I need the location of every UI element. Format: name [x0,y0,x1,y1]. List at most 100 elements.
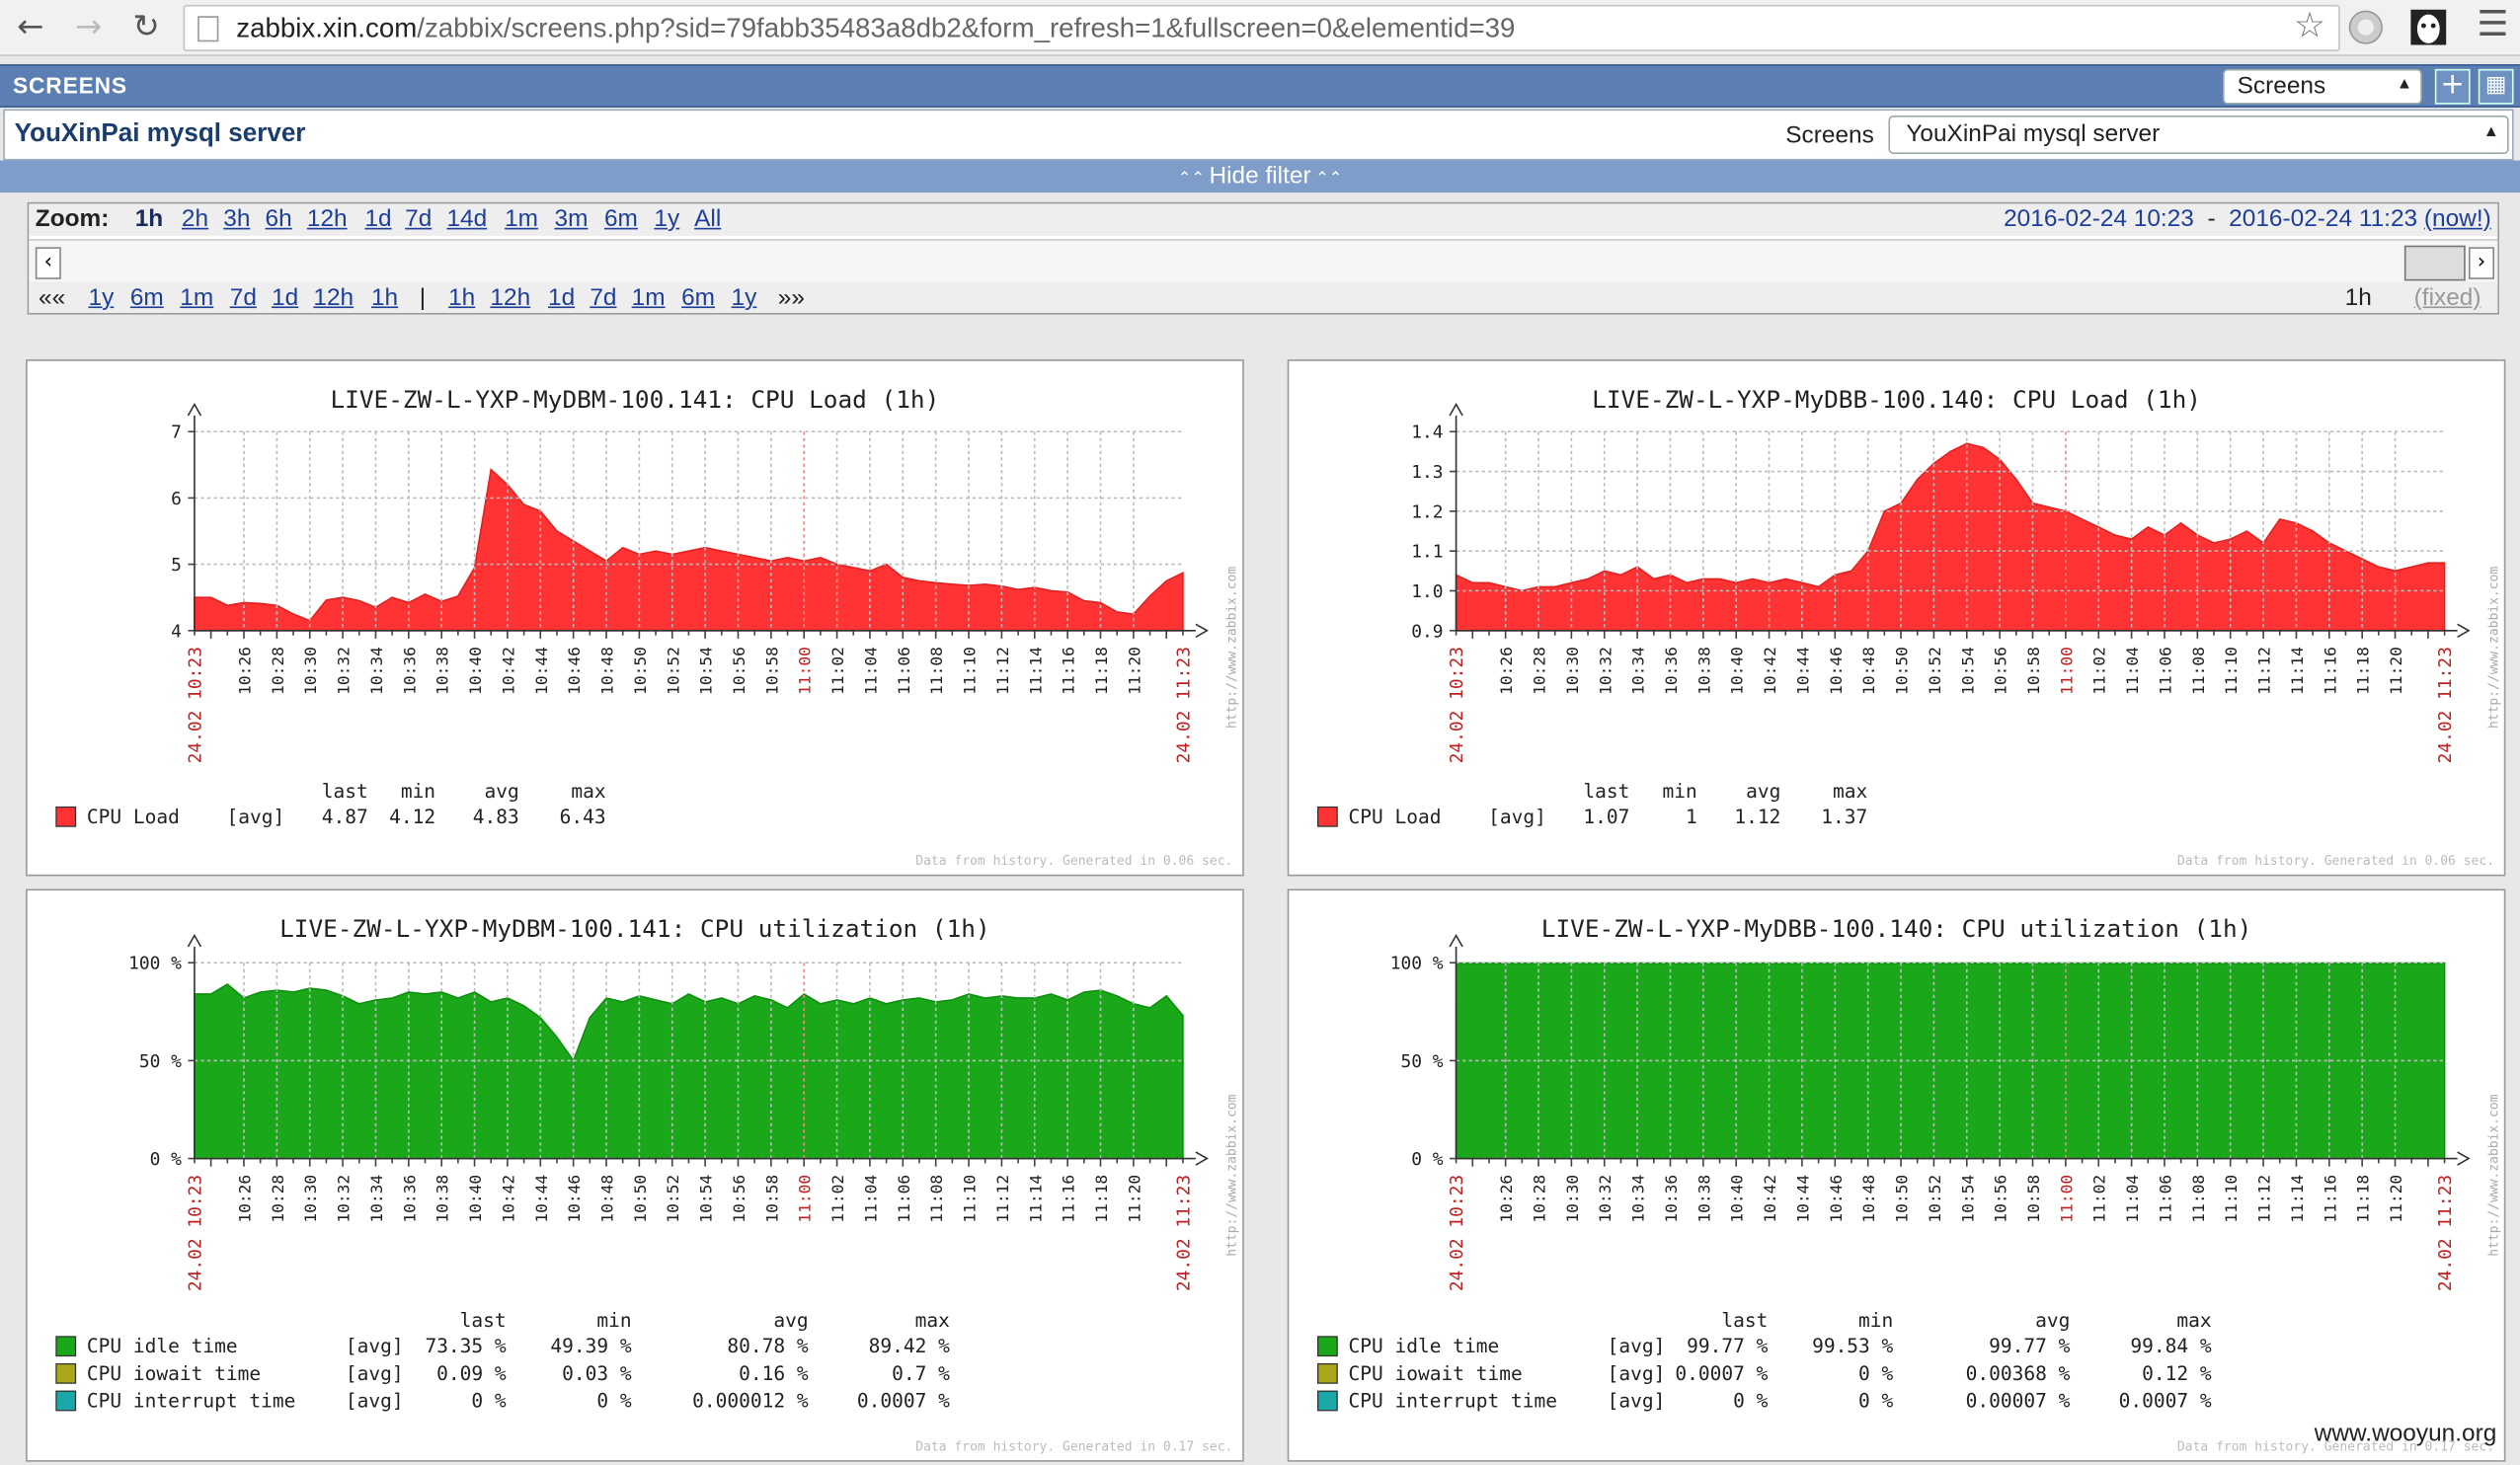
screens-select[interactable]: Screens ▲ [2222,68,2422,105]
period-row: «« 1y 6m 1m 7d 1d 12h 1h | 1h 12h 1d 7d … [29,282,2498,313]
forward-all-link[interactable]: »» [777,283,805,312]
side-credit: http://www.zabbix.com [1225,1094,1240,1256]
zoom-link[interactable]: 1h [134,205,164,233]
legend-value-max: 0.7 % [892,1362,950,1385]
back-link[interactable]: 1m [180,283,214,312]
legend-col-header: min [401,780,435,803]
x-axis-arrow [1195,623,1209,638]
x-tick-label: 11:20 [2387,647,2405,695]
menu-icon[interactable]: ☰ [2477,4,2509,45]
browser-toolbar: ← → ↻ zabbix.xin.com/zabbix/screens.php?… [0,0,2520,56]
zoom-link[interactable]: 2h [181,205,209,233]
period-separator: | [419,283,427,312]
x-tick-label: 10:46 [565,647,584,695]
page-title: SCREENS [13,72,127,99]
x-tick-label: 11:18 [1092,647,1111,695]
screen-select[interactable]: YouXinPai mysql server ▲ [1888,116,2509,155]
zoom-link[interactable]: 1y [654,205,680,233]
x-tick-label: 10:52 [664,1175,682,1223]
back-link[interactable]: 12h [313,283,354,312]
zoom-link[interactable]: 6h [265,205,292,233]
hide-filter-toggle[interactable]: ⌃⌃ Hide filter ⌃⌃ [0,160,2520,193]
chevron-left-icon[interactable]: ‹ [35,247,61,279]
zoom-link[interactable]: 6m [603,205,638,233]
forward-link[interactable]: 1d [548,283,576,312]
zoom-link[interactable]: 14d [446,205,488,233]
x-tick-label: 11:18 [2354,1175,2373,1223]
back-link[interactable]: 1d [272,283,299,312]
add-to-favorites-icon[interactable]: + [2434,68,2471,105]
zoom-link[interactable]: 12h [306,205,348,233]
legend-value-last: 4.87 [322,806,368,828]
legend-item-fn: [avg] [1608,1335,1666,1357]
x-tick-label: 11:08 [2189,647,2208,695]
x-tick-label: 10:54 [1958,647,1977,695]
legend-item-name: CPU interrupt time [87,1389,295,1412]
back-link[interactable]: 7d [229,283,257,312]
forward-arrow-icon[interactable]: → [74,6,103,45]
now-link[interactable]: (now!) [2423,205,2491,233]
timeline-slider[interactable]: ‹ › [29,239,2498,284]
x-tick-label: 10:42 [499,647,517,695]
x-tick-label: 10:58 [2024,647,2043,695]
legend-item-name: CPU iowait time [87,1362,261,1385]
reload-icon[interactable]: ↻ [132,6,160,45]
back-all-link[interactable]: «« [39,283,66,312]
zoom-link[interactable]: 3m [554,205,589,233]
x-tick-label: 10:44 [532,1175,551,1223]
zoom-link[interactable]: 7d [405,205,433,233]
fixed-toggle[interactable]: (fixed) [2413,283,2481,312]
slider-handle[interactable] [2403,245,2466,281]
zoom-label: Zoom: [35,205,110,233]
x-tick-label: 10:56 [730,1175,748,1223]
extension-globe-icon[interactable] [2346,8,2385,46]
x-tick-label: 11:14 [2288,1175,2307,1223]
legend-col-header: min [596,1309,631,1332]
back-arrow-icon[interactable]: ← [17,6,44,45]
fullscreen-icon[interactable]: ▦ [2478,68,2514,105]
x-tick-label: 10:26 [1497,647,1516,695]
zoom-row: Zoom: 1h 2h 3h 6h 12h 1d 7d 14d 1m 3m 6m… [29,203,2498,236]
extension-mask-icon[interactable] [2409,8,2448,46]
forward-link[interactable]: 1y [731,283,757,312]
forward-link[interactable]: 6m [681,283,716,312]
zoom-link[interactable]: 1d [364,205,392,233]
back-link[interactable]: 6m [129,283,164,312]
forward-link[interactable]: 1h [448,283,476,312]
back-link[interactable]: 1h [370,283,399,312]
side-credit: http://www.zabbix.com [2486,567,2501,729]
x-tick-label: 10:28 [1531,1175,1549,1223]
y-tick-label: 7 [171,423,182,443]
x-tick-label: 11:06 [895,1175,913,1223]
x-tick-label: 10:56 [1992,1175,2010,1223]
x-tick-label: 11:02 [2090,1175,2109,1223]
x-axis-arrow [2457,623,2471,638]
x-tick-label: 10:32 [1596,647,1614,695]
back-link[interactable]: 1y [88,283,115,312]
legend-col-header: max [915,1309,951,1332]
x-tick-label: 10:48 [1859,1175,1878,1223]
bookmark-star-icon[interactable]: ☆ [2294,6,2326,47]
page-icon [197,16,219,42]
x-tick-label: 11:10 [961,1175,980,1223]
zoom-link[interactable]: 1m [505,205,538,233]
legend-col-header: avg [773,1309,808,1332]
screen-title: YouXinPai mysql server [14,119,306,148]
x-tick-label: 11:16 [2321,647,2339,695]
legend-col-header: last [322,780,368,803]
x-range-label: 24.02 11:23 [2435,647,2456,763]
chevron-right-icon[interactable]: › [2468,247,2495,279]
zoom-link[interactable]: 3h [223,205,251,233]
range-separator: - [2207,205,2216,233]
legend-item-name: CPU Load [1349,806,1442,828]
forward-link[interactable]: 12h [490,283,531,312]
x-tick-label: 10:52 [1926,1175,1944,1223]
legend-item-name: CPU iowait time [1349,1362,1523,1385]
forward-link[interactable]: 7d [590,283,617,312]
zoom-link[interactable]: All [694,205,722,233]
legend-col-header: avg [2035,1309,2070,1332]
hide-filter-label: Hide filter [1209,162,1311,190]
forward-link[interactable]: 1m [631,283,666,312]
address-bar[interactable]: zabbix.xin.com/zabbix/screens.php?sid=79… [183,4,2340,52]
